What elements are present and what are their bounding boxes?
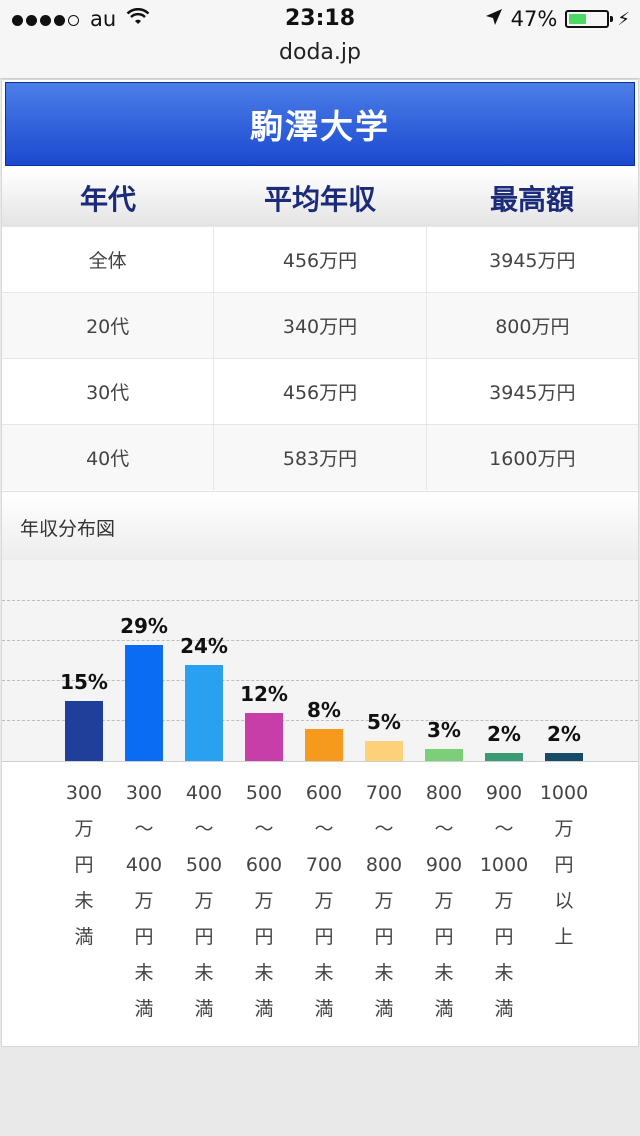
chart-bar	[485, 753, 523, 761]
chart-data-label: 15%	[60, 670, 108, 694]
cell-max: 3945万円	[489, 250, 576, 272]
chart-x-tick-label: 700 〜 800 万円未満	[365, 782, 403, 1020]
status-bar: au 23:18 47% ⚡	[0, 0, 640, 40]
chart-bar	[125, 645, 163, 761]
cell-age: 20代	[2, 293, 215, 358]
header-max: 最高額	[489, 183, 574, 216]
chart-x-tick-label: 600 〜 700 万円未満	[305, 782, 343, 1020]
chart-x-tick-label: 800 〜 900 万円未満	[425, 782, 463, 1020]
chart-bar	[365, 741, 403, 761]
cell-max: 3945万円	[489, 382, 576, 404]
table-row: 20代 340万円 800万円	[2, 292, 638, 358]
chart-x-tick-label: 400 〜 500 万円未満	[185, 782, 223, 1020]
chart-x-tick-label: 900 〜 1000 万円未満	[479, 782, 529, 1020]
chart-bar	[185, 665, 223, 761]
chart-bar	[425, 749, 463, 761]
location-arrow-icon	[485, 7, 503, 31]
chart-x-tick-label: 300 〜 400 万円未満	[125, 782, 163, 1020]
cell-average: 583万円	[214, 425, 427, 490]
cell-age: 40代	[2, 425, 215, 490]
cell-max: 1600万円	[489, 448, 576, 470]
salary-distribution-chart: 15% 29% 24% 12% 8% 5% 3% 2% 2%	[2, 560, 638, 762]
battery-percent: 47%	[510, 7, 558, 31]
chart-gridline	[2, 680, 638, 681]
chart-gridline	[2, 720, 638, 721]
charging-bolt-icon: ⚡	[617, 8, 630, 30]
cell-age: 30代	[2, 359, 215, 424]
cell-average: 340万円	[214, 293, 427, 358]
signal-strength-icon	[12, 7, 82, 31]
chart-data-label: 2%	[547, 722, 581, 746]
chart-data-label: 5%	[367, 710, 401, 734]
status-time: 23:18	[284, 6, 356, 31]
chart-bar	[65, 701, 103, 761]
page-title: 駒澤大学	[5, 82, 635, 166]
distribution-section-header: 年収分布図	[2, 491, 638, 561]
cell-age: 全体	[2, 227, 215, 292]
address-bar[interactable]: doda.jp	[0, 40, 640, 79]
table-header: 年代 平均年収 最高額	[2, 170, 638, 226]
salary-table: 年代 平均年収 最高額 全体 456万円 3945万円 20代 340万円 80…	[2, 170, 638, 490]
chart-x-tick-label: 1000 万円以上	[539, 782, 589, 948]
table-row: 全体 456万円 3945万円	[2, 226, 638, 292]
wifi-icon	[126, 7, 150, 31]
chart-x-tick-label: 500 〜 600 万円未満	[245, 782, 283, 1020]
chart-data-label: 24%	[180, 634, 228, 658]
header-age: 年代	[79, 183, 136, 216]
cell-average: 456万円	[214, 227, 427, 292]
salary-card: 駒澤大学 年代 平均年収 最高額 全体 456万円 3945万円 20代 340…	[1, 79, 639, 1047]
chart-x-tick-label: 300 万円未満	[65, 782, 103, 948]
chart-bar	[245, 713, 283, 761]
chart-gridline	[2, 640, 638, 641]
status-right: 47% ⚡	[485, 7, 630, 31]
chart-gridline	[2, 600, 638, 601]
table-row: 30代 456万円 3945万円	[2, 358, 638, 424]
carrier-label: au	[90, 7, 117, 31]
section-title: 年収分布図	[20, 518, 116, 540]
status-left: au	[12, 7, 150, 31]
battery-icon	[565, 10, 614, 28]
chart-data-label: 12%	[240, 682, 288, 706]
chart-bar	[545, 753, 583, 761]
cell-max: 800万円	[495, 316, 570, 338]
chart-data-label: 8%	[307, 698, 341, 722]
chart-data-label: 29%	[120, 614, 168, 638]
table-row: 40代 583万円 1600万円	[2, 424, 638, 490]
chart-data-label: 2%	[487, 722, 521, 746]
chart-data-label: 3%	[427, 718, 461, 742]
chart-bar	[305, 729, 343, 761]
header-average: 平均年収	[263, 183, 376, 216]
url-text[interactable]: doda.jp	[279, 40, 361, 65]
cell-average: 456万円	[214, 359, 427, 424]
